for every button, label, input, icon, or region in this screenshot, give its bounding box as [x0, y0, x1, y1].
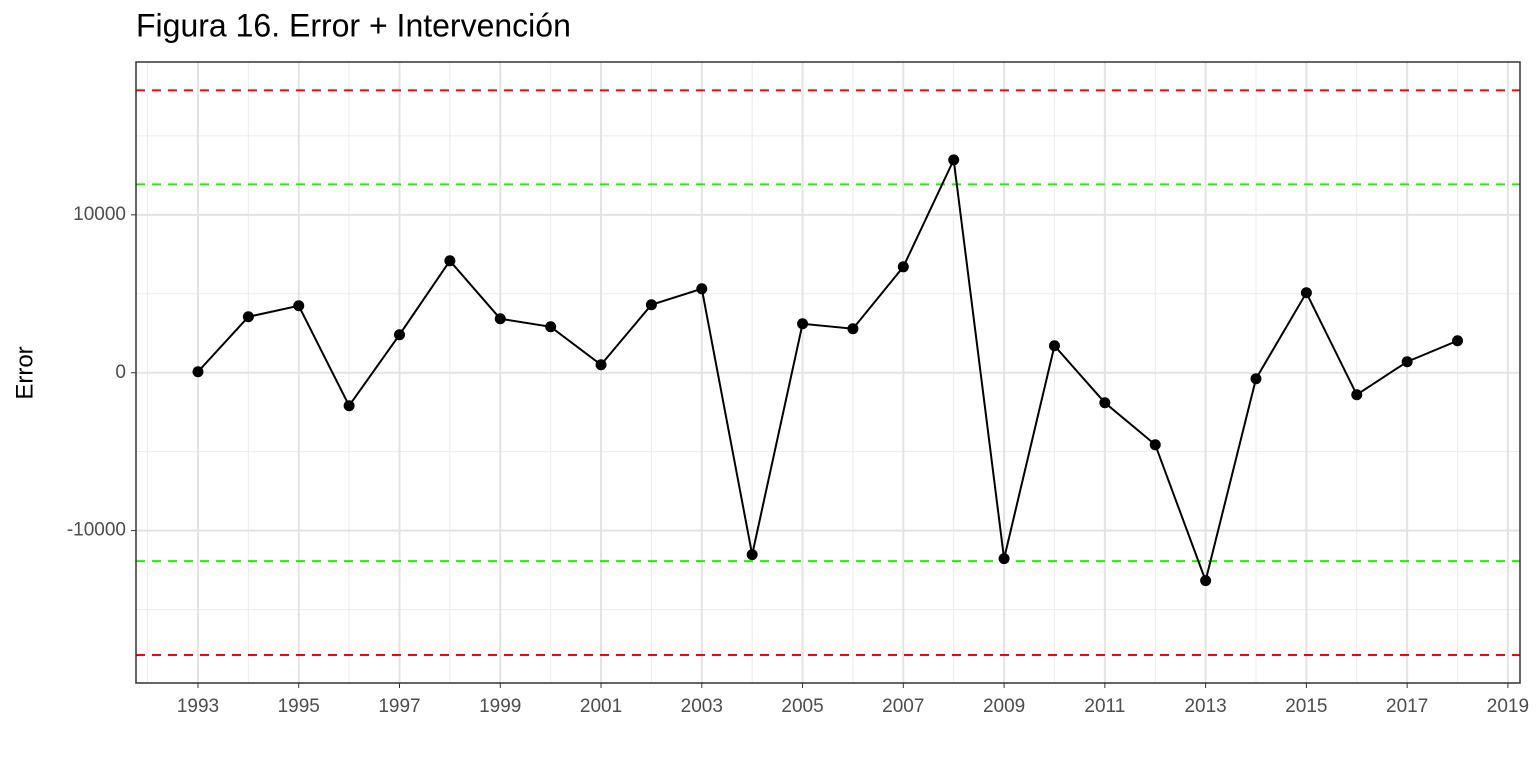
point — [242, 311, 254, 323]
point — [192, 366, 204, 378]
x-tick-label: 2007 — [882, 696, 924, 717]
point — [393, 329, 405, 341]
y-tick-label: -10000 — [67, 520, 126, 541]
x-tick-label: 1997 — [378, 696, 420, 717]
point — [645, 299, 657, 311]
point — [293, 300, 305, 312]
point — [1300, 287, 1312, 299]
x-tick-label: 2001 — [580, 696, 622, 717]
point — [746, 549, 758, 561]
point — [595, 359, 607, 371]
point — [948, 154, 960, 166]
point — [897, 261, 909, 273]
panel-border — [135, 61, 1521, 684]
point — [1048, 340, 1060, 352]
x-tick-label: 2015 — [1285, 696, 1327, 717]
x-tick-label: 1993 — [177, 696, 219, 717]
point — [1099, 397, 1111, 409]
point — [444, 255, 456, 267]
y-tick-label: 10000 — [73, 204, 126, 225]
point — [847, 323, 859, 335]
point — [797, 318, 809, 330]
y-tick-label: 0 — [115, 362, 126, 383]
y-axis-label: Error — [11, 346, 38, 399]
point — [1200, 575, 1212, 587]
point — [998, 553, 1010, 565]
x-tick-label: 2005 — [781, 696, 823, 717]
point — [1401, 356, 1413, 368]
x-tick-label: 1999 — [479, 696, 521, 717]
x-tick-label: 2011 — [1084, 696, 1125, 717]
x-tick-label: 2003 — [681, 696, 723, 717]
point — [1351, 389, 1363, 401]
x-tick-label: 2019 — [1487, 696, 1529, 717]
x-tick-label: 2017 — [1386, 696, 1428, 717]
series-line — [197, 156, 1458, 584]
x-tick-label: 2013 — [1184, 696, 1226, 717]
x-tick-label: 2009 — [983, 696, 1025, 717]
chart-title: Figura 16. Error + Intervención — [136, 7, 571, 43]
point — [1149, 439, 1161, 451]
point — [494, 313, 506, 325]
point — [343, 400, 355, 412]
x-tick-label: 1995 — [278, 696, 320, 717]
point — [696, 283, 708, 295]
point — [1250, 373, 1262, 385]
point — [545, 321, 557, 333]
point — [1452, 335, 1464, 347]
